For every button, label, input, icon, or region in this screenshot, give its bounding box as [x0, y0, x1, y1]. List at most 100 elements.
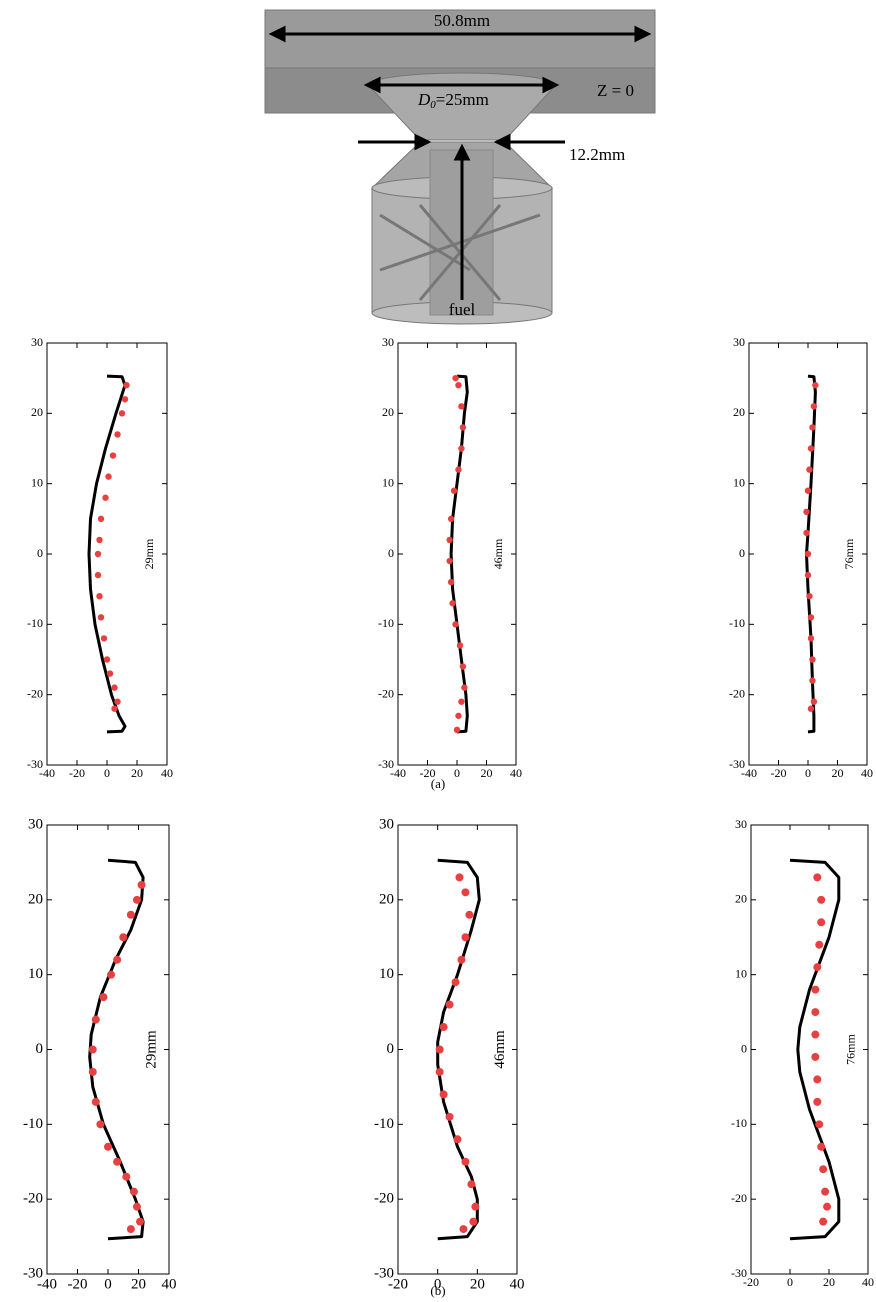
y-tick-label: -10 [378, 616, 394, 630]
data-point [133, 1203, 141, 1211]
annotation: 46mm [491, 538, 505, 569]
data-point [811, 986, 819, 994]
y-tick-label: -10 [731, 1116, 747, 1130]
data-point [119, 933, 127, 941]
data-point [104, 1143, 112, 1151]
data-point [96, 537, 102, 543]
data-point [89, 1068, 97, 1076]
chart: -40-2002040-30-20-10010203029mm [27, 335, 173, 780]
data-point [805, 488, 811, 494]
data-point [95, 551, 101, 557]
data-point [436, 1046, 444, 1054]
y-tick-label: -10 [374, 1116, 394, 1132]
chart: -2002040-30-20-10010203046mm [374, 816, 525, 1292]
x-tick-label: -20 [771, 766, 787, 780]
x-tick-label: 20 [823, 1275, 835, 1289]
data-point [811, 699, 817, 705]
data-point [440, 1090, 448, 1098]
data-point [92, 1098, 100, 1106]
y-tick-label: 30 [382, 335, 394, 349]
x-tick-label: 40 [861, 766, 873, 780]
data-point [92, 1016, 100, 1024]
data-point [452, 621, 458, 627]
y-tick-label: 20 [31, 405, 43, 419]
x-tick-label: 20 [832, 766, 844, 780]
data-point [811, 403, 817, 409]
data-point [457, 956, 465, 964]
data-point [809, 424, 815, 430]
data-point [440, 1023, 448, 1031]
data-point [823, 1203, 831, 1211]
y-tick-label: 10 [28, 966, 43, 982]
data-point [130, 1188, 138, 1196]
data-point [803, 530, 809, 536]
nozzle-diagram: 50.8mm D0=25mm Z = 0 12.2mm fuel [265, 10, 655, 324]
data-point [122, 396, 128, 402]
profile-line [790, 860, 839, 1239]
x-tick-label: 0 [104, 766, 110, 780]
data-point [136, 1218, 144, 1226]
x-tick-label: 40 [862, 1275, 874, 1289]
data-point [813, 963, 821, 971]
data-point [805, 551, 811, 557]
y-tick-label: 0 [36, 1041, 44, 1057]
y-tick-label: 20 [735, 892, 747, 906]
data-point [460, 424, 466, 430]
y-tick-label: 10 [733, 475, 745, 489]
y-tick-label: 0 [741, 1041, 747, 1055]
y-tick-label: 30 [379, 816, 394, 832]
x-tick-label: 40 [510, 1277, 525, 1293]
data-point [436, 1068, 444, 1076]
data-point [452, 978, 460, 986]
data-point [111, 706, 117, 712]
data-point [127, 911, 135, 919]
throat-label: 12.2mm [569, 145, 625, 164]
data-point [805, 572, 811, 578]
data-point [461, 1158, 469, 1166]
d-symbol: D [417, 90, 431, 109]
data-point [110, 452, 116, 458]
data-point [811, 1031, 819, 1039]
data-point [102, 495, 108, 501]
data-point [104, 656, 110, 662]
data-point [454, 727, 460, 733]
x-tick-label: 20 [470, 1277, 485, 1293]
data-point [815, 1120, 823, 1128]
figure: 50.8mm D0=25mm Z = 0 12.2mm fuel (a) (b)… [0, 0, 876, 1302]
data-point [815, 941, 823, 949]
x-tick-label: 40 [510, 766, 522, 780]
data-point [95, 572, 101, 578]
data-point [457, 642, 463, 648]
y-tick-label: -10 [729, 616, 745, 630]
y-tick-label: -20 [23, 1191, 43, 1207]
data-point [455, 466, 461, 472]
y-tick-label: -30 [374, 1265, 394, 1281]
plane-label: Z = 0 [597, 81, 634, 100]
data-point [817, 1143, 825, 1151]
y-tick-label: 30 [733, 335, 745, 349]
data-point [469, 1218, 477, 1226]
data-point [819, 1165, 827, 1173]
y-tick-label: -20 [374, 1191, 394, 1207]
data-point [813, 1075, 821, 1083]
data-point [808, 614, 814, 620]
data-point [465, 911, 473, 919]
y-tick-label: -20 [27, 686, 43, 700]
annotation: 29mm [142, 538, 156, 569]
data-point [808, 635, 814, 641]
data-point [458, 445, 464, 451]
y-tick-label: -30 [731, 1266, 747, 1280]
data-point [455, 382, 461, 388]
y-tick-label: -30 [729, 757, 745, 771]
x-tick-label: -20 [68, 1277, 88, 1293]
data-point [813, 1098, 821, 1106]
diameter-label: D0=25mm [417, 90, 489, 111]
data-point [806, 593, 812, 599]
annotation: 76mm [843, 1034, 857, 1065]
data-point [119, 410, 125, 416]
y-tick-label: 0 [388, 546, 394, 560]
